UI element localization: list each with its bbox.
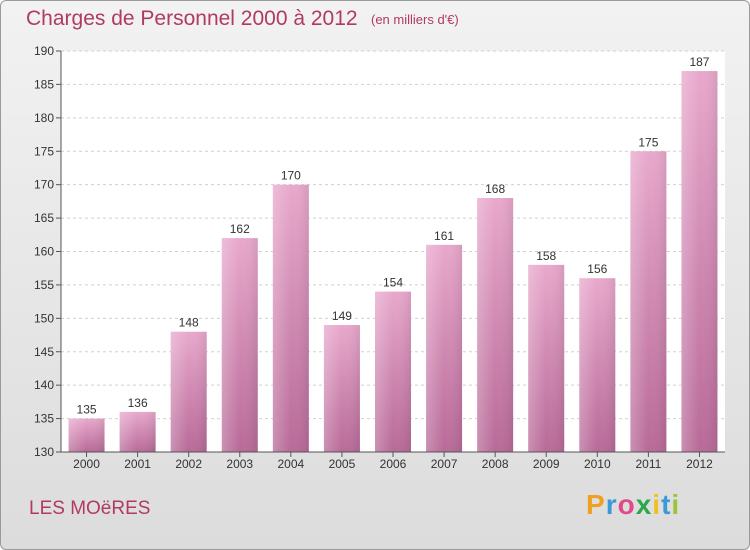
bar-value-label: 161 bbox=[434, 229, 454, 243]
bar-shade bbox=[426, 244, 463, 452]
proxiti-logo: Proxiti bbox=[586, 489, 681, 520]
bar-shade bbox=[68, 418, 105, 452]
y-tick-label: 140 bbox=[34, 378, 54, 392]
bar-shade bbox=[272, 184, 309, 452]
place-name: LES MOëRES bbox=[29, 498, 151, 519]
bar-value-label: 135 bbox=[77, 403, 97, 417]
y-tick-label: 150 bbox=[34, 311, 54, 325]
x-tick-label: 2012 bbox=[686, 457, 713, 471]
y-tick-label: 135 bbox=[34, 412, 54, 426]
bar-shade bbox=[477, 198, 514, 452]
x-tick-label: 2011 bbox=[635, 457, 661, 471]
bar-value-label: 170 bbox=[281, 169, 301, 183]
bar-value-label: 156 bbox=[587, 262, 607, 276]
y-tick-label: 165 bbox=[34, 211, 54, 225]
chart-subtitle: (en milliers d'€) bbox=[371, 12, 459, 27]
y-tick-label: 185 bbox=[34, 77, 54, 91]
axes: 130 135 140 145 150 155 160 165 170 175 180 185 190 2… bbox=[34, 44, 725, 471]
y-tick-label: 155 bbox=[34, 278, 54, 292]
y-tick-label: 170 bbox=[34, 178, 54, 192]
x-tick-label: 2007 bbox=[431, 457, 458, 471]
bar-value-label: 187 bbox=[689, 55, 709, 69]
bar-value-label: 149 bbox=[332, 309, 352, 323]
bar-value-label: 175 bbox=[638, 135, 658, 149]
x-tick-label: 2002 bbox=[175, 457, 202, 471]
y-tick-label: 190 bbox=[34, 44, 54, 58]
bar-value-label: 136 bbox=[128, 396, 148, 410]
y-tick-label: 160 bbox=[34, 245, 54, 259]
bar-shade bbox=[323, 325, 360, 452]
x-tick-label: 2003 bbox=[226, 457, 253, 471]
x-tick-label: 2000 bbox=[73, 457, 100, 471]
y-tick-label: 175 bbox=[34, 144, 54, 158]
bar-shade bbox=[681, 71, 718, 453]
x-tick-label: 2001 bbox=[124, 457, 151, 471]
bar-value-label: 158 bbox=[536, 249, 556, 263]
bar-value-label: 162 bbox=[230, 222, 250, 236]
bar-shade bbox=[375, 291, 411, 452]
bar-shade bbox=[528, 264, 565, 452]
bar-shade bbox=[119, 411, 156, 452]
bar-value-label: 148 bbox=[179, 316, 199, 330]
bar-shade bbox=[579, 278, 616, 452]
bar-shade bbox=[170, 331, 207, 452]
y-tick-label: 180 bbox=[34, 111, 54, 125]
x-tick-label: 2008 bbox=[482, 457, 509, 471]
bar-shade bbox=[630, 151, 667, 452]
x-tick-label: 2006 bbox=[380, 457, 407, 471]
bar-shade bbox=[221, 238, 258, 452]
x-tick-label: 2009 bbox=[533, 457, 560, 471]
x-tick-label: 2010 bbox=[584, 457, 611, 471]
x-tick-label: 2004 bbox=[277, 457, 304, 471]
chart-title: Charges de Personnel 2000 à 2012 bbox=[26, 7, 358, 30]
y-tick-label: 130 bbox=[34, 445, 54, 459]
x-tick-label: 2005 bbox=[329, 457, 356, 471]
bar-value-label: 168 bbox=[485, 182, 505, 196]
bars: 135 136 148 162 170 149 154 161 168 158 156 175 187 bbox=[68, 55, 718, 453]
y-tick-label: 145 bbox=[34, 345, 54, 359]
bar-value-label: 154 bbox=[383, 276, 403, 290]
